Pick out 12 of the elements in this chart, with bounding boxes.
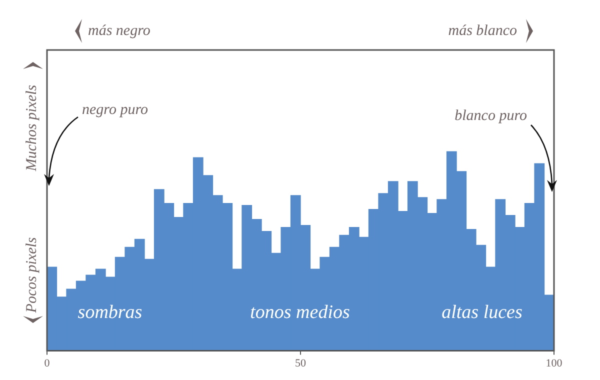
x-tick-label: 100 — [546, 357, 563, 370]
text: Muchos pixels — [24, 84, 40, 172]
x-tick-label: 50 — [295, 357, 306, 370]
text: Pocos pixels — [24, 237, 40, 314]
text: más blanco — [448, 22, 518, 39]
annotation: altas luces — [442, 302, 522, 323]
text: negro puro — [82, 102, 148, 118]
x-tick-label: 0 — [44, 357, 50, 370]
annotation: sombras — [78, 302, 142, 323]
annotation: tonos medios — [250, 302, 350, 323]
text: blanco puro — [454, 108, 528, 124]
text: más negro — [88, 22, 151, 39]
